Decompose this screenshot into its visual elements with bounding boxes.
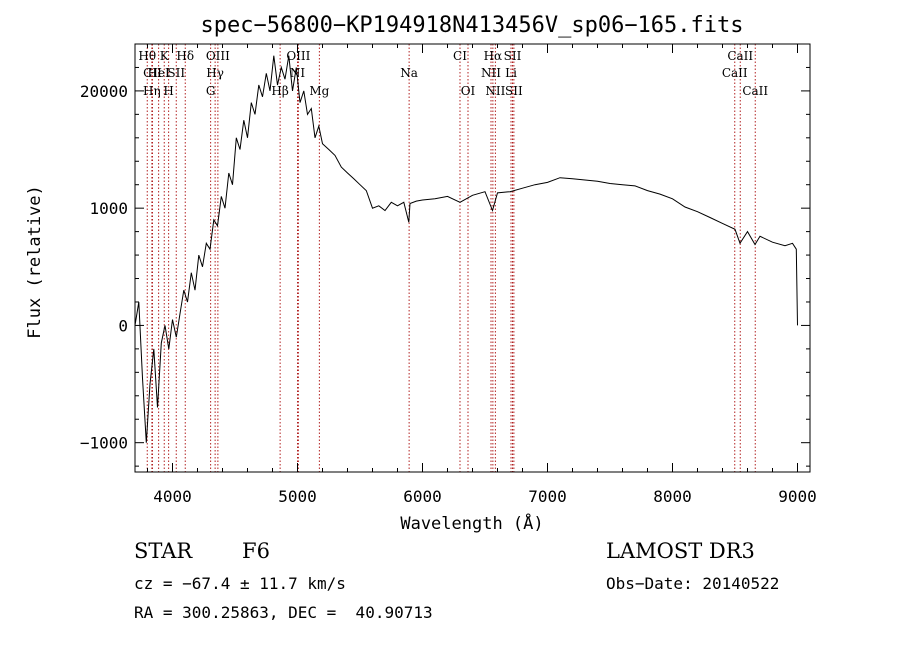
x-tick-label: 4000 bbox=[153, 487, 192, 506]
line-label-1: CII bbox=[143, 66, 162, 80]
x-axis-label: Wavelength (Å) bbox=[400, 512, 543, 534]
line-label-26: CaII bbox=[742, 84, 768, 98]
y-tick-label: 20000 bbox=[80, 82, 128, 101]
line-label-0: Hθ bbox=[138, 49, 156, 63]
y-tick-label: −1000 bbox=[80, 434, 128, 453]
line-label-25: CaII bbox=[722, 66, 748, 80]
flux-series-line bbox=[134, 55, 798, 443]
line-label-24: CaII bbox=[727, 49, 753, 63]
line-label-2: Hη bbox=[143, 84, 161, 98]
line-label-6: SII bbox=[167, 66, 185, 80]
emission-line-markers bbox=[146, 44, 756, 472]
plot-frame bbox=[134, 43, 811, 473]
line-label-9: Hγ bbox=[206, 66, 224, 80]
x-tick-label: 6000 bbox=[403, 487, 442, 506]
x-axis: 4000 5000 6000 7000 8000 9000 bbox=[147, 44, 817, 506]
line-label-8: OIII bbox=[206, 49, 230, 63]
spectral-subclass: F6 bbox=[242, 539, 270, 563]
line-label-20: NII bbox=[481, 66, 501, 80]
y-tick-label: 0 bbox=[118, 316, 128, 335]
line-label-3: HeI bbox=[147, 66, 170, 80]
line-label-16: CI bbox=[453, 49, 467, 63]
line-label-17: OI bbox=[461, 84, 476, 98]
line-label-22: NII bbox=[485, 84, 505, 98]
x-tick-label: 8000 bbox=[653, 487, 692, 506]
line-label-10: G bbox=[206, 84, 216, 98]
object-class: STAR bbox=[134, 539, 193, 563]
y-axis: −1000 0 1000 20000 bbox=[80, 43, 810, 467]
line-label-5: H bbox=[163, 84, 173, 98]
line-label-15: Na bbox=[400, 66, 418, 80]
line-label-12: OIII bbox=[286, 49, 310, 63]
line-label-21: Li bbox=[505, 66, 517, 80]
coordinates: RA = 300.25863, DEC = 40.90713 bbox=[134, 603, 433, 622]
line-label-19: SII bbox=[504, 49, 522, 63]
line-label-7: Hδ bbox=[176, 49, 194, 63]
line-label-14: Mg bbox=[309, 84, 329, 98]
x-tick-label: 5000 bbox=[278, 487, 317, 506]
survey-name: LAMOST DR3 bbox=[606, 539, 755, 563]
line-label-18: Hα bbox=[484, 49, 503, 63]
line-label-4: K bbox=[160, 49, 170, 63]
y-axis-label: Flux (relative) bbox=[25, 185, 45, 339]
chart-title: spec−56800−KP194918N413456V_sp06−165.fit… bbox=[200, 13, 743, 38]
redshift-cz: cz = −67.4 ± 11.7 km/s bbox=[134, 574, 346, 593]
line-label-23: SII bbox=[505, 84, 523, 98]
y-tick-label: 1000 bbox=[89, 199, 128, 218]
line-label-11: Hβ bbox=[271, 84, 288, 98]
line-label-13: NI bbox=[290, 66, 306, 80]
observation-date: Obs−Date: 20140522 bbox=[606, 574, 780, 593]
x-tick-label: 9000 bbox=[778, 487, 817, 506]
x-tick-label: 7000 bbox=[528, 487, 567, 506]
